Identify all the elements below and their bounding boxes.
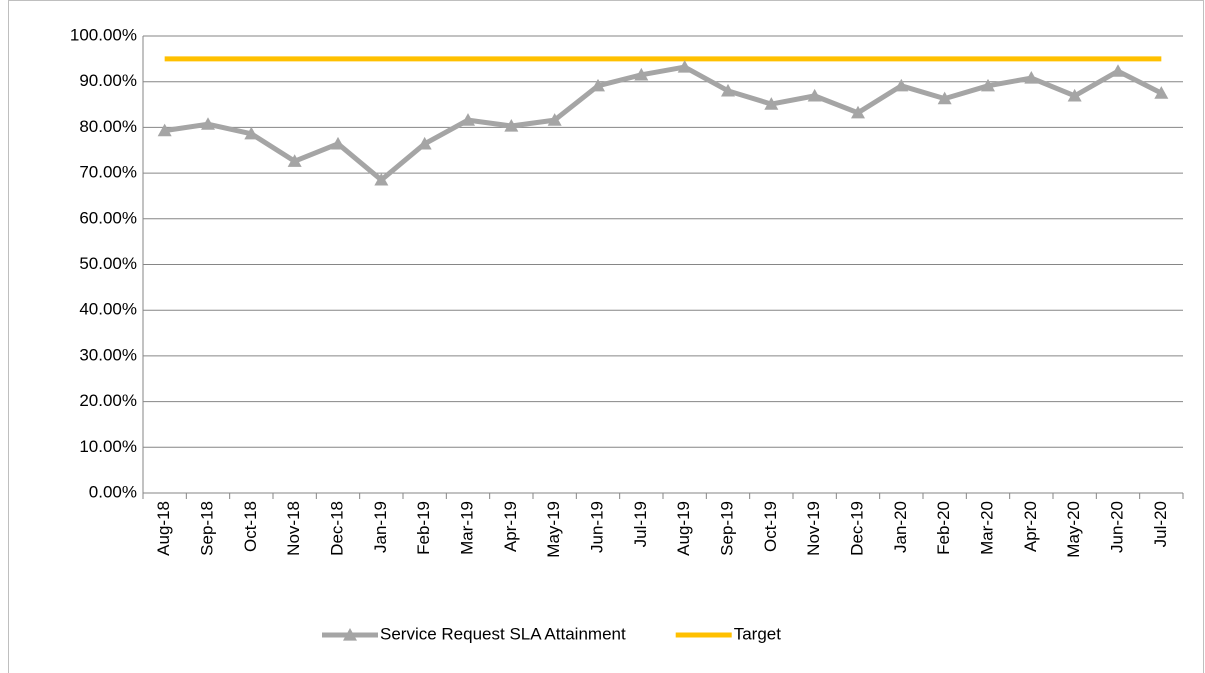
x-tick-label: Dec-18: [327, 501, 346, 556]
y-tick-label: 80.00%: [79, 117, 137, 136]
marker: [201, 117, 215, 130]
marker: [894, 78, 909, 92]
y-tick-label: 60.00%: [79, 208, 137, 227]
series-line: [164, 64, 1163, 183]
x-tick-label: May-19: [544, 501, 563, 558]
x-tick-label: Aug-18: [154, 501, 173, 556]
y-tick-label: 90.00%: [79, 71, 137, 90]
marker: [1024, 71, 1039, 84]
x-tick-label: Nov-19: [804, 501, 823, 556]
marker: [331, 136, 345, 150]
y-tick-label: 50.00%: [79, 254, 137, 273]
marker: [677, 60, 692, 73]
chart-frame: [8, 0, 1204, 673]
y-tick-label: 30.00%: [79, 345, 137, 364]
marker: [721, 83, 735, 97]
y-tick-label: 10.00%: [79, 437, 137, 456]
marker: [287, 154, 302, 167]
marker: [417, 136, 432, 150]
x-tick-label: Sep-18: [197, 501, 216, 556]
marker: [374, 172, 389, 186]
x-tick-label: Oct-19: [761, 501, 780, 552]
x-tick-label: Dec-19: [847, 501, 866, 556]
x-tick-label: Jan-20: [891, 501, 910, 553]
marker: [937, 91, 952, 105]
legend-label: Target: [734, 624, 782, 643]
x-tick-label: Aug-19: [674, 501, 693, 556]
x-tick-label: Sep-19: [717, 501, 736, 556]
marker: [461, 113, 475, 126]
marker: [634, 67, 649, 81]
x-tick-label: Jul-20: [1151, 501, 1170, 547]
marker: [547, 113, 562, 126]
x-tick-label: Feb-20: [934, 501, 953, 555]
x-tick-label: Nov-18: [284, 501, 303, 556]
marker: [1111, 64, 1125, 77]
marker: [504, 119, 519, 132]
legend-marker: [343, 628, 357, 641]
x-tick-label: Mar-19: [457, 501, 476, 555]
x-tick-label: Feb-19: [414, 501, 433, 555]
x-tick-label: Apr-19: [501, 501, 520, 552]
marker: [591, 78, 605, 92]
x-tick-label: Oct-18: [241, 501, 260, 552]
legend-label: Service Request SLA Attainment: [380, 624, 626, 643]
y-tick-label: 0.00%: [89, 482, 137, 501]
marker: [981, 78, 995, 92]
marker: [851, 105, 865, 119]
y-tick-label: 100.00%: [70, 25, 137, 44]
y-tick-label: 20.00%: [79, 391, 137, 410]
marker: [1154, 86, 1169, 99]
x-tick-label: Apr-20: [1021, 501, 1040, 552]
marker: [764, 97, 779, 110]
y-tick-label: 40.00%: [79, 300, 137, 319]
marker: [1067, 88, 1082, 102]
x-tick-label: Jun-20: [1107, 501, 1126, 553]
x-tick-label: Jul-19: [631, 501, 650, 547]
marker: [244, 126, 259, 140]
x-tick-label: May-20: [1064, 501, 1083, 558]
x-tick-label: Jan-19: [371, 501, 390, 553]
marker: [807, 88, 822, 102]
x-tick-label: Mar-20: [977, 501, 996, 555]
marker: [157, 123, 172, 137]
x-tick-label: Jun-19: [587, 501, 606, 553]
y-tick-label: 70.00%: [79, 163, 137, 182]
